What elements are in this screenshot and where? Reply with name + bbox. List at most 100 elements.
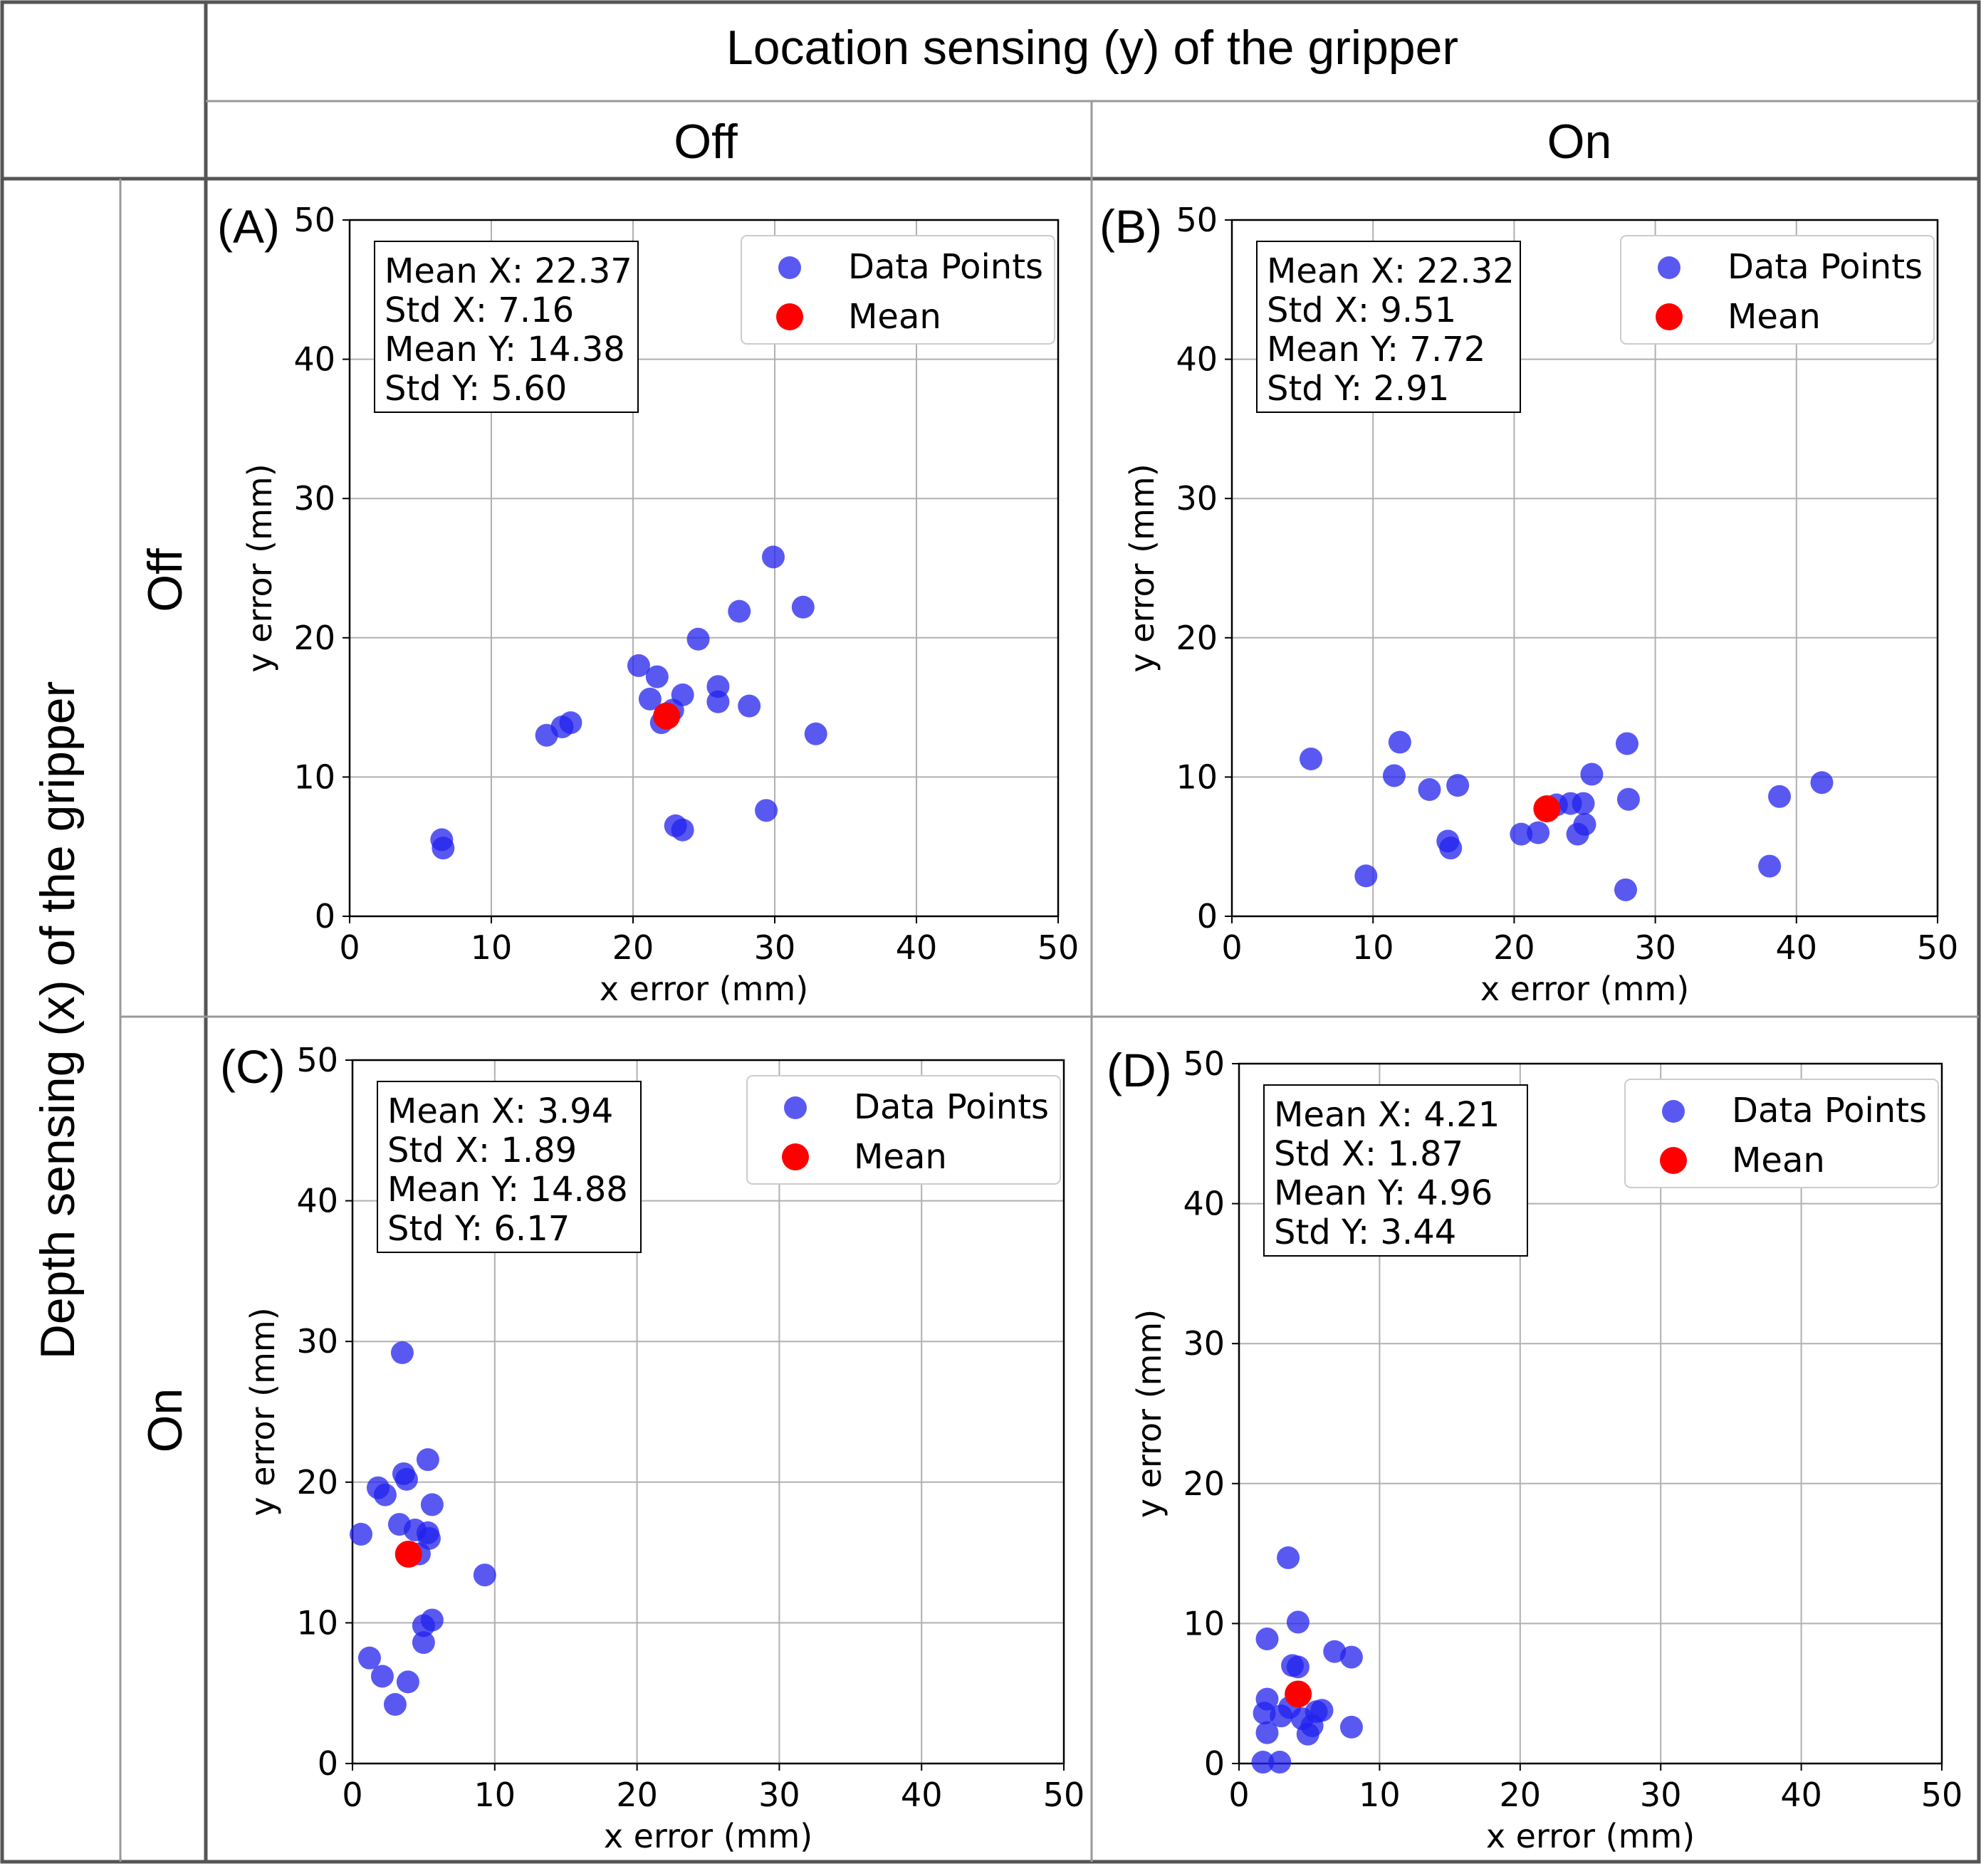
y-tick-label: 20 [293, 619, 335, 657]
y-tick-label: 30 [296, 1322, 338, 1361]
legend-mean-marker [776, 303, 803, 330]
data-point [396, 1670, 419, 1694]
x-tick-label: 50 [1917, 928, 1959, 967]
y-axis-label: y error (mm) [244, 1307, 282, 1516]
y-tick-label: 50 [293, 201, 335, 239]
data-point [357, 1646, 381, 1670]
legend-box [1624, 1079, 1939, 1188]
data-point [1439, 837, 1463, 860]
data-point [1354, 864, 1378, 888]
stats-line: Mean Y: 14.88 [387, 1170, 628, 1210]
data-point [559, 711, 582, 735]
x-tick-label: 0 [342, 1776, 362, 1814]
data-point [1339, 1715, 1363, 1739]
stats-line: Std X: 1.89 [387, 1131, 577, 1170]
data-point [1286, 1610, 1310, 1634]
data-point [762, 545, 785, 569]
data-point [1580, 763, 1604, 786]
data-point [1810, 771, 1834, 795]
data-point [1615, 732, 1638, 755]
data-point [1418, 778, 1441, 802]
legend-mean-marker [1656, 303, 1683, 330]
data-point [1286, 1655, 1310, 1679]
x-tick-label: 40 [1776, 928, 1818, 967]
y-tick-label: 40 [1183, 1185, 1225, 1223]
x-tick-label: 30 [758, 1776, 800, 1814]
data-point [1616, 787, 1640, 811]
plot-area [1238, 1062, 1943, 1765]
y-tick-label: 20 [1176, 619, 1218, 657]
y-tick-label: 0 [1204, 1744, 1225, 1783]
y-tick-label: 50 [296, 1041, 338, 1079]
panel-label: (D) [1107, 1044, 1172, 1096]
stats-line: Std Y: 6.17 [387, 1209, 570, 1249]
x-tick-label: 50 [1037, 928, 1080, 967]
y-tick-label: 50 [1176, 201, 1218, 239]
legend-mean-label: Mean [1728, 297, 1821, 337]
data-point [1388, 730, 1411, 754]
data-point [1382, 764, 1406, 787]
x-tick-label: 10 [474, 1776, 516, 1814]
stats-line: Mean X: 3.94 [387, 1091, 613, 1131]
x-tick-label: 40 [896, 928, 938, 967]
y-axis-label: y error (mm) [241, 463, 279, 672]
data-point [1446, 774, 1470, 797]
x-tick-label: 50 [1921, 1776, 1963, 1814]
stats-line: Mean X: 22.32 [1267, 251, 1515, 291]
data-point [755, 799, 778, 822]
legend-points-marker [1658, 256, 1681, 279]
x-axis-label: x error (mm) [1486, 1817, 1695, 1855]
stats-line: Std X: 7.16 [385, 290, 574, 330]
plot-area [351, 1059, 1065, 1765]
y-tick-label: 40 [293, 340, 335, 379]
stats-box [1263, 1084, 1528, 1257]
data-point [1527, 821, 1550, 844]
scatter-panel-b: 00 10 10 20 20 30 30 40 40 50 50 x error (mm) y erro… [1099, 200, 1958, 1008]
legend-mean-marker [782, 1143, 809, 1170]
mean-point [394, 1540, 422, 1568]
data-point [349, 1522, 372, 1546]
stats-line: Mean Y: 14.38 [385, 330, 625, 370]
scatter-panel-d: 00 10 10 20 20 30 30 40 40 50 50 x error (mm) y erro… [1107, 1044, 1962, 1855]
data-point [394, 1467, 418, 1491]
legend-mean-label: Mean [848, 297, 941, 337]
legend-points-label: Data Points [1728, 247, 1923, 287]
stats-box [377, 1081, 642, 1253]
x-tick-label: 20 [1493, 928, 1535, 967]
y-tick-label: 30 [1176, 479, 1218, 518]
panel-label: (C) [220, 1040, 286, 1093]
stats-line: Mean Y: 7.72 [1267, 330, 1485, 370]
row-group-title: Depth sensing (x) of the gripper [31, 681, 85, 1360]
data-point [370, 1665, 394, 1688]
data-point [432, 837, 455, 860]
x-tick-label: 10 [1352, 928, 1394, 967]
y-tick-label: 20 [1183, 1464, 1225, 1503]
stats-line: Std X: 1.87 [1274, 1134, 1463, 1174]
x-tick-label: 10 [471, 928, 513, 967]
stats-line: Std X: 9.51 [1267, 290, 1456, 330]
stats-line: Mean X: 4.21 [1274, 1095, 1500, 1135]
data-point [383, 1693, 407, 1717]
column-header-off: Off [674, 115, 738, 169]
data-point [1277, 1546, 1300, 1569]
plot-area [348, 219, 1060, 918]
x-axis-label: x error (mm) [604, 1817, 812, 1855]
data-point [417, 1526, 441, 1550]
stats-line: Mean X: 22.37 [385, 251, 632, 291]
x-tick-label: 20 [1500, 1776, 1542, 1814]
panel-label: (A) [217, 200, 280, 253]
x-tick-label: 20 [612, 928, 654, 967]
data-point [420, 1608, 444, 1632]
legend-points-marker [1662, 1100, 1685, 1123]
x-tick-label: 30 [1634, 928, 1676, 967]
legend-mean-label: Mean [1732, 1141, 1825, 1180]
legend-points-label: Data Points [848, 247, 1043, 287]
y-tick-label: 0 [318, 1744, 338, 1783]
y-tick-label: 40 [296, 1182, 338, 1220]
y-tick-label: 40 [1176, 340, 1218, 379]
x-tick-label: 40 [1780, 1776, 1822, 1814]
panel-label: (B) [1099, 200, 1162, 253]
mean-point [1533, 795, 1561, 822]
data-point [1614, 878, 1637, 901]
